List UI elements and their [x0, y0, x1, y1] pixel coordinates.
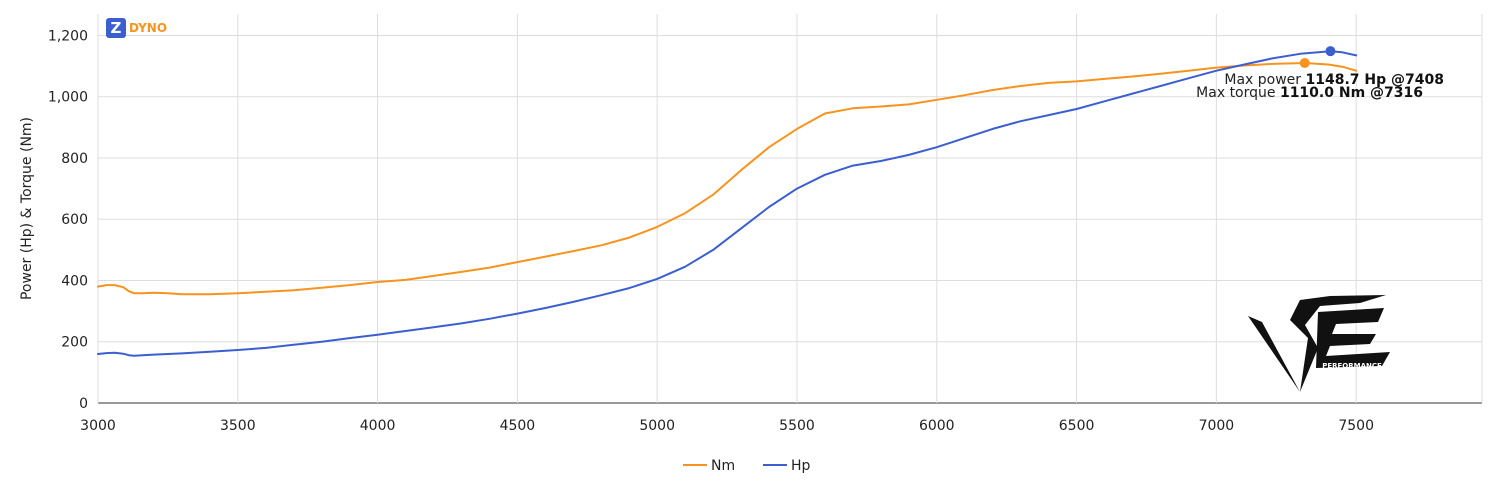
x-tick-label: 6000 — [919, 418, 955, 434]
series-line-hp — [97, 50, 1358, 357]
max-torque-annotation: Max torque 1110.0 Nm @7316 — [1196, 85, 1423, 101]
grid — [97, 14, 1483, 404]
y-tick-label: 800 — [61, 151, 88, 167]
max-power-prefix: Max power — [1224, 72, 1305, 88]
x-tick-label: 3000 — [80, 418, 116, 434]
y-tick-label: 1,200 — [48, 28, 88, 44]
y-tick-label: 0 — [79, 396, 88, 412]
peak-marker-hp — [1325, 46, 1336, 57]
x-tick-label: 5500 — [779, 418, 815, 434]
x-tick-label: 5000 — [639, 418, 675, 434]
y-tick-label: 600 — [61, 212, 88, 228]
x-tick-label: 3500 — [220, 418, 256, 434]
max-torque-prefix: Max torque — [1196, 85, 1280, 101]
max-power-value: 1148.7 Hp @7408 — [1306, 72, 1444, 88]
brand-name: DYNO — [129, 21, 167, 35]
watermark-e-shape — [1316, 308, 1390, 368]
x-tick-label: 7500 — [1338, 418, 1374, 434]
y-tick-label: 200 — [61, 335, 88, 351]
series-line-nm — [97, 62, 1358, 296]
y-axis-title: Power (Hp) & Torque (Nm) — [19, 117, 35, 300]
y-tick-label: 400 — [61, 273, 88, 289]
legend-label-nm: Nm — [711, 458, 735, 474]
x-tick-label: 4500 — [500, 418, 536, 434]
axes: 0 200 400 600 800 1,000 1,200 3000 3500 4000 4500 5… — [19, 28, 1374, 434]
series — [97, 50, 1358, 357]
brand-logo: Z DYNO — [106, 18, 167, 38]
x-tick-label: 6500 — [1059, 418, 1095, 434]
x-tick-label: 4000 — [360, 418, 396, 434]
watermark-logo: PERFORMANCE — [1248, 295, 1390, 392]
markers — [1299, 46, 1336, 69]
annotations: Max power 1148.7 Hp @7408 Max torque 111… — [1196, 72, 1444, 101]
legend-label-hp: Hp — [791, 458, 811, 474]
x-tick-label: 7000 — [1199, 418, 1235, 434]
brand-badge — [106, 18, 126, 38]
peak-marker-nm — [1299, 58, 1310, 69]
y-tick-label: 1,000 — [48, 90, 88, 106]
legend: Nm Hp — [683, 458, 811, 474]
brand-letter: Z — [111, 19, 122, 37]
max-power-annotation: Max power 1148.7 Hp @7408 — [1224, 72, 1444, 88]
watermark-label: PERFORMANCE — [1322, 362, 1382, 370]
max-torque-value: 1110.0 Nm @7316 — [1280, 85, 1423, 101]
